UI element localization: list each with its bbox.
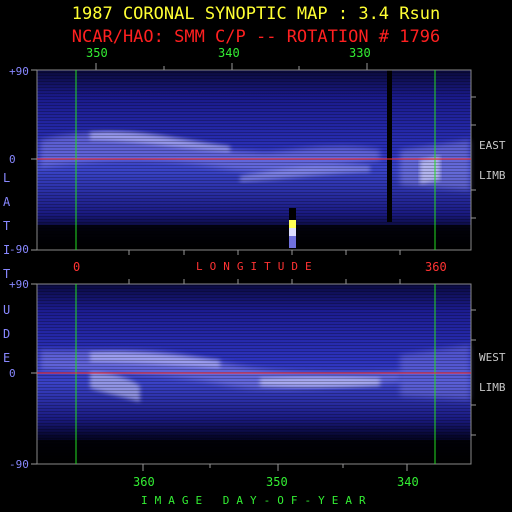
longitude-min-label: 0 <box>73 260 81 274</box>
top-longitude-tick: 350 <box>86 46 108 60</box>
latitude-letter: E <box>3 351 11 365</box>
day-of-year-axis-label: IMAGE DAY-OF-YEAR <box>141 494 373 507</box>
limb-label-bottom: LIMB <box>479 381 506 394</box>
latitude-letter: T <box>3 219 11 233</box>
bottom-lat-tick: 0 <box>9 367 16 380</box>
bottom-lat-tick: -90 <box>9 458 29 471</box>
latitude-letter: T <box>3 267 11 281</box>
day-of-year-tick: 340 <box>397 475 419 489</box>
page-subtitle: NCAR/HAO: SMM C/P -- ROTATION # 1796 <box>71 27 441 47</box>
day-of-year-tick: 360 <box>133 475 155 489</box>
latitude-letter: L <box>3 171 11 185</box>
top-map-panel <box>36 69 472 251</box>
limb-label-top: LIMB <box>479 169 506 182</box>
longitude-axis-label: LONGITUDE <box>196 260 319 273</box>
top-lat-tick: +90 <box>9 65 29 78</box>
top-lat-tick: -90 <box>9 243 29 256</box>
latitude-letter: A <box>3 195 11 209</box>
bottom-lat-tick: +90 <box>9 278 29 291</box>
tick-marks <box>31 63 476 471</box>
west-label: WEST <box>479 351 506 364</box>
latitude-letter: D <box>3 327 11 341</box>
top-longitude-tick: 340 <box>218 46 240 60</box>
latitude-letter: U <box>3 303 11 317</box>
page-title: 1987 CORONAL SYNOPTIC MAP : 3.4 Rsun <box>71 4 441 24</box>
bottom-map-panel <box>36 283 472 465</box>
top-longitude-tick: 330 <box>349 46 371 60</box>
top-lat-tick: 0 <box>9 153 16 166</box>
latitude-letter: I <box>3 243 11 257</box>
longitude-max-label: 360 <box>425 260 447 274</box>
east-label: EAST <box>479 139 506 152</box>
day-of-year-tick: 350 <box>266 475 288 489</box>
